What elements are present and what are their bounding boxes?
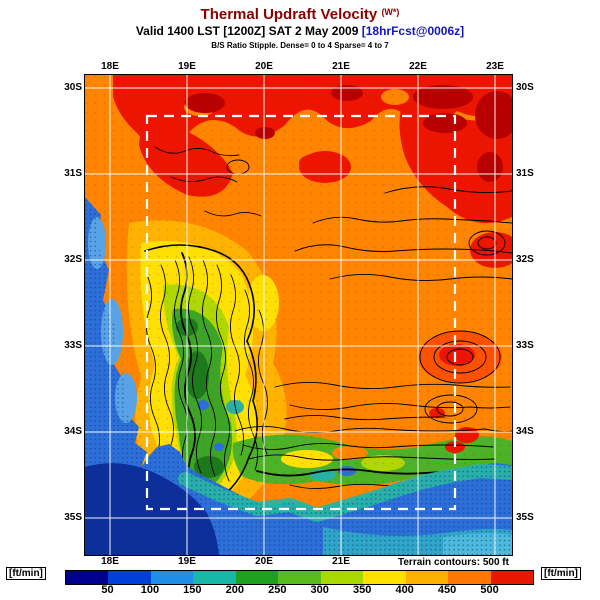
- lat-label-right-30s: 30S: [516, 82, 534, 93]
- lat-label-left-33s: 33S: [64, 340, 82, 351]
- lon-label-top-19e: 19E: [178, 61, 196, 72]
- lon-label-top-21e: 21E: [332, 61, 350, 72]
- lon-label-bottom-21e: 21E: [332, 556, 350, 567]
- forecast-run-text: [18hrFcst@0006z]: [361, 24, 465, 39]
- legend-unit-left: [ft/min]: [6, 567, 46, 580]
- valid-time-text: Valid 1400 LST [1200Z] SAT 2 May 2009: [135, 24, 362, 39]
- terrain-contour-note: Terrain contours: 500 ft: [398, 557, 509, 568]
- lat-label-left-34s: 34S: [64, 426, 82, 437]
- lon-label-bottom-20e: 20E: [255, 556, 273, 567]
- lat-label-right-33s: 33S: [516, 340, 534, 351]
- lon-label-bottom-18e: 18E: [101, 556, 119, 567]
- lon-label-top-22e: 22E: [409, 61, 427, 72]
- lat-label-right-32s: 32S: [516, 254, 534, 265]
- grid-lines: [85, 75, 512, 555]
- legend-unit-right: [ft/min]: [541, 567, 581, 580]
- title-text: Thermal Updraft Velocity: [200, 6, 378, 23]
- lat-label-right-31s: 31S: [516, 168, 534, 179]
- lon-label-top-18e: 18E: [101, 61, 119, 72]
- lat-label-left-31s: 31S: [64, 168, 82, 179]
- map-plot: [85, 75, 512, 555]
- lon-label-top-20e: 20E: [255, 61, 273, 72]
- lat-label-left-32s: 32S: [64, 254, 82, 265]
- color-scale-bar: [65, 570, 534, 585]
- valid-time-line: Valid 1400 LST [1200Z] SAT 2 May 2009 [1…: [0, 24, 600, 39]
- title-unit-suffix: (W*): [381, 7, 400, 17]
- stipple-legend-line: B/S Ratio Stipple. Dense= 0 to 4 Sparse=…: [211, 41, 389, 51]
- lon-label-top-23e: 23E: [486, 61, 504, 72]
- lat-label-left-35s: 35S: [64, 512, 82, 523]
- map-frame: [84, 74, 513, 556]
- lon-label-bottom-19e: 19E: [178, 556, 196, 567]
- page-title: Thermal Updraft Velocity (W*): [0, 6, 600, 23]
- stipple-dense: [85, 197, 512, 555]
- lat-label-right-35s: 35S: [516, 512, 534, 523]
- lat-label-right-34s: 34S: [516, 426, 534, 437]
- color-scale-ticks: 50 100 150 200 250 300 350 400 450 500: [101, 584, 499, 596]
- header: Thermal Updraft Velocity (W*) Valid 1400…: [0, 6, 600, 50]
- lat-label-left-30s: 30S: [64, 82, 82, 93]
- domain-dashed-box: [145, 114, 457, 511]
